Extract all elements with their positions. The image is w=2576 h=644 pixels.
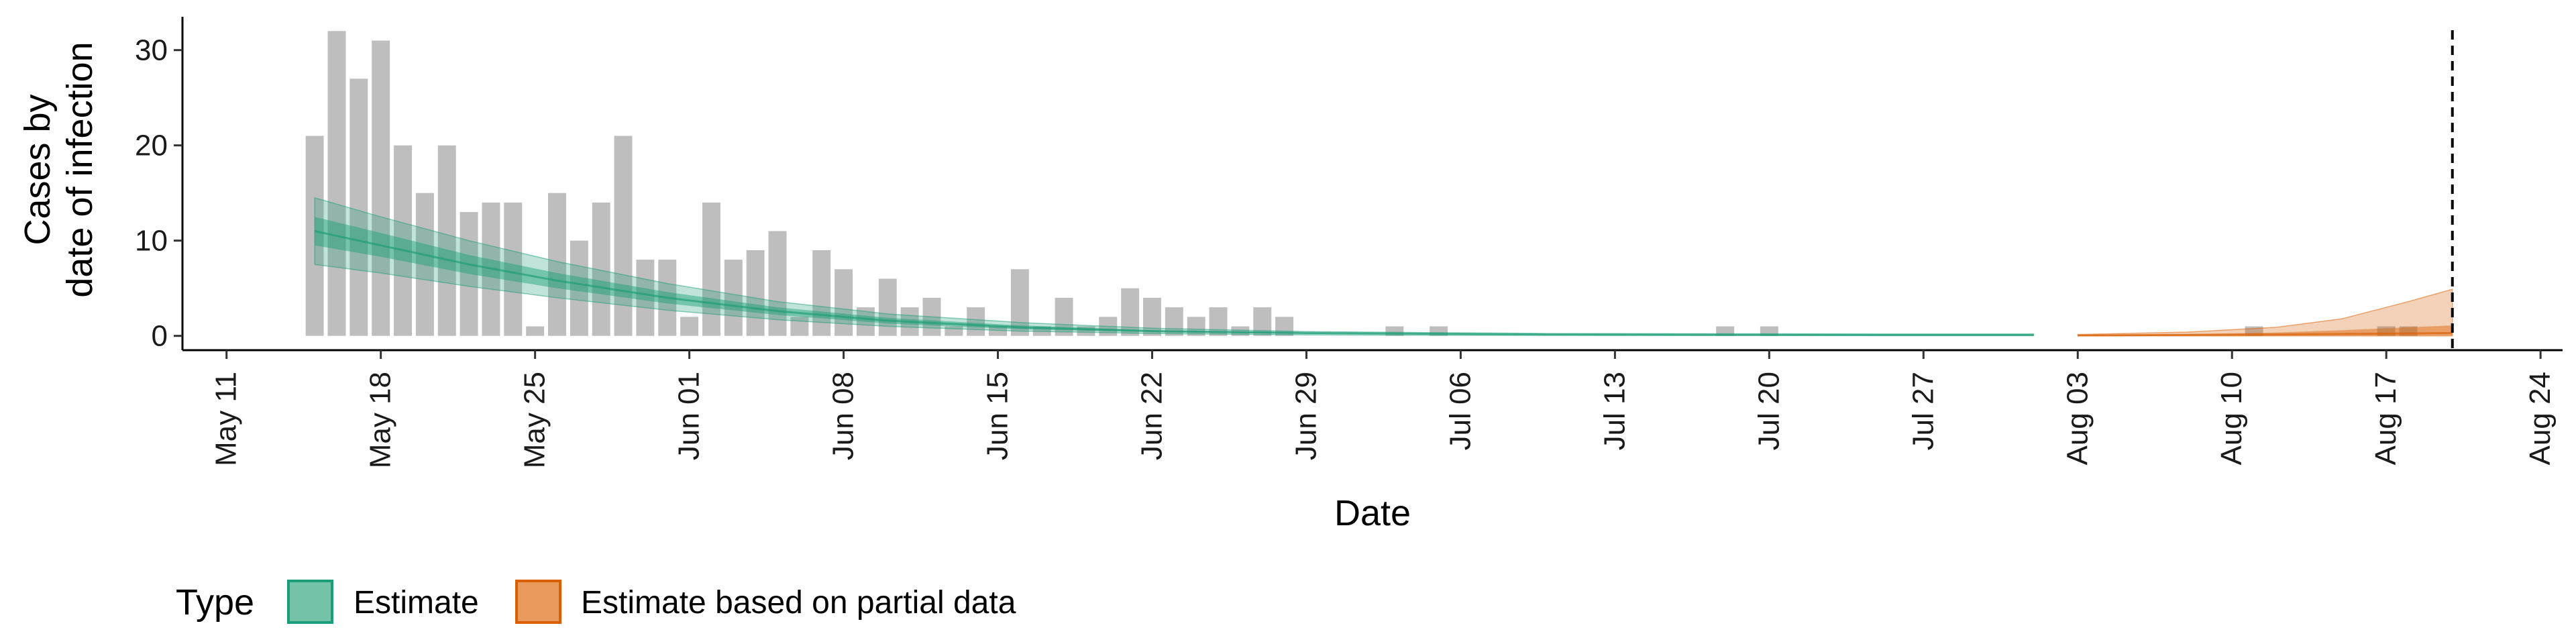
x-tick-label: Jul 06 bbox=[1444, 372, 1477, 450]
case-bar bbox=[570, 240, 588, 336]
case-bar bbox=[680, 317, 699, 336]
case-bar bbox=[614, 136, 633, 336]
case-bar bbox=[548, 193, 566, 336]
x-tick-label: May 18 bbox=[364, 372, 397, 468]
y-axis-title-line-1: Cases by bbox=[17, 94, 58, 245]
case-bar bbox=[636, 260, 655, 336]
legend-label-partial: Estimate based on partial data bbox=[581, 585, 1016, 621]
x-tick-label: Jun 08 bbox=[827, 372, 860, 460]
case-bar bbox=[1010, 269, 1029, 336]
case-bar bbox=[350, 78, 368, 336]
case-bar bbox=[504, 202, 523, 336]
estimate-band-50 bbox=[315, 217, 2034, 335]
legend-label-estimate: Estimate bbox=[354, 585, 479, 621]
estimate-bands bbox=[314, 197, 2453, 337]
case-bar bbox=[1143, 297, 1161, 336]
case-bar bbox=[989, 326, 1007, 336]
case-bar bbox=[372, 40, 390, 336]
estimate-median-line bbox=[314, 230, 2034, 336]
x-tick-label: Jun 01 bbox=[673, 372, 706, 460]
case-bar bbox=[768, 231, 787, 336]
x-axis-title: Date bbox=[1334, 493, 1411, 533]
case-bar bbox=[460, 212, 478, 336]
case-bar bbox=[1231, 326, 1250, 336]
axes: 0 10 20 30 May 11 May 18 May 25 Jun 01 Jun 08 Jun… bbox=[135, 17, 2563, 468]
partial-estimate-median-line bbox=[2078, 331, 2453, 337]
y-axis-title-line-2: date of infection bbox=[60, 42, 100, 297]
x-tick-label: Jul 20 bbox=[1752, 372, 1785, 450]
legend-key-estimate bbox=[287, 580, 333, 624]
x-tick-label: Jun 29 bbox=[1289, 372, 1322, 460]
case-bar bbox=[702, 202, 720, 336]
case-bar bbox=[878, 278, 897, 336]
x-tick-label: May 25 bbox=[519, 372, 551, 468]
case-bar bbox=[967, 307, 985, 336]
y-tick-label: 10 bbox=[135, 225, 168, 258]
y-axis-title: Cases by date of infection bbox=[17, 42, 100, 297]
case-bar bbox=[394, 145, 412, 336]
case-bar bbox=[835, 269, 853, 336]
case-bar bbox=[526, 326, 545, 336]
case-bar bbox=[724, 260, 743, 336]
x-tick-label: Jul 13 bbox=[1598, 372, 1631, 450]
y-tick-label: 0 bbox=[152, 320, 168, 353]
x-tick-label: Aug 03 bbox=[2061, 372, 2094, 465]
x-tick-label: Jun 15 bbox=[981, 372, 1014, 460]
x-tick-label: Aug 10 bbox=[2215, 372, 2248, 465]
case-bar bbox=[790, 317, 809, 336]
x-tick-label: May 11 bbox=[210, 372, 243, 466]
legend-key-partial bbox=[515, 580, 561, 624]
x-tick-label: Jun 22 bbox=[1136, 372, 1169, 460]
x-tick-label: Aug 24 bbox=[2524, 372, 2557, 465]
legend: Type Estimate Estimate based on partial … bbox=[176, 580, 1016, 624]
x-tick-label: Jul 27 bbox=[1907, 372, 1939, 450]
y-tick-label: 30 bbox=[135, 34, 168, 67]
case-bar bbox=[327, 31, 346, 336]
case-bar bbox=[746, 250, 765, 336]
case-bar bbox=[415, 193, 434, 336]
case-bar bbox=[437, 145, 456, 336]
x-tick-label: Aug 17 bbox=[2369, 372, 2402, 465]
y-tick-label: 20 bbox=[135, 129, 168, 162]
legend-title: Type bbox=[176, 582, 254, 623]
